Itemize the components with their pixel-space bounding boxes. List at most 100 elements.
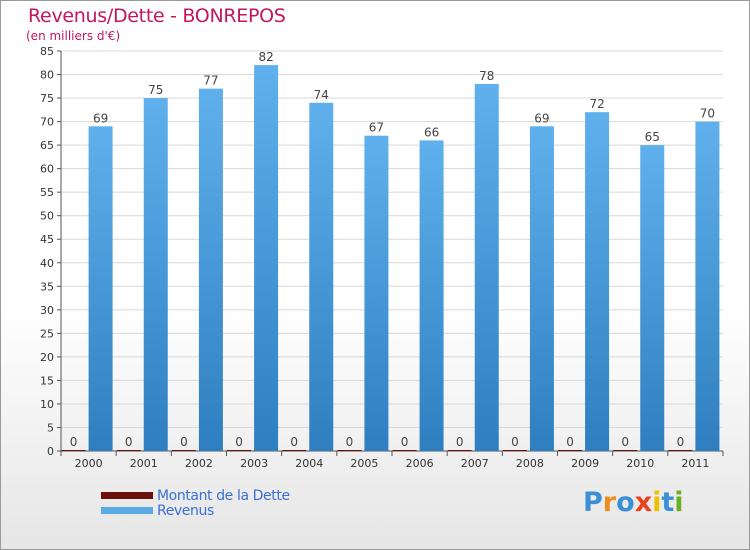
y-tick-label: 55 <box>40 186 54 199</box>
data-label-revenus: 65 <box>645 130 660 144</box>
axis-layer: 0 5 10 15 20 25 30 35 40 45 50 55 60 65 70 75 80 85 2000 20… <box>40 45 724 470</box>
legend-swatch-revenus <box>101 507 153 514</box>
y-tick-label: 60 <box>40 163 54 176</box>
x-tick-label: 2001 <box>130 457 158 470</box>
x-tick-label: 2005 <box>350 457 378 470</box>
y-tick-label: 75 <box>40 92 54 105</box>
x-tick-label: 2002 <box>185 457 213 470</box>
bar-dette <box>282 450 307 451</box>
bar-dette <box>337 450 362 451</box>
y-tick-label: 70 <box>40 116 54 129</box>
data-label-dette: 0 <box>566 435 574 449</box>
y-tick-label: 35 <box>40 280 54 293</box>
data-label-dette: 0 <box>70 435 78 449</box>
data-label-dette: 0 <box>235 435 243 449</box>
x-tick-label: 2000 <box>75 457 103 470</box>
bar-dette <box>61 450 86 451</box>
legend: Montant de la Dette Revenus <box>101 487 290 519</box>
y-tick-label: 10 <box>40 398 54 411</box>
y-tick-label: 65 <box>40 139 54 152</box>
label-layer: 0 69 0 75 0 77 0 82 0 74 0 67 0 66 0 78 0 69 0 72 0 65 0 70 <box>70 50 715 449</box>
bar-dette <box>447 450 472 451</box>
data-label-dette: 0 <box>290 435 298 449</box>
y-tick-label: 80 <box>40 69 54 82</box>
x-tick-label: 2009 <box>571 457 599 470</box>
data-label-revenus: 70 <box>700 107 715 121</box>
bar-layer <box>61 65 720 452</box>
legend-item-dette: Montant de la Dette <box>101 487 290 504</box>
y-tick-label: 50 <box>40 210 54 223</box>
y-tick-label: 5 <box>47 421 54 434</box>
grid-layer <box>61 50 723 452</box>
x-tick-label: 2003 <box>240 457 268 470</box>
data-label-dette: 0 <box>180 435 188 449</box>
logo-letter: i <box>674 487 684 518</box>
data-label-dette: 0 <box>125 435 133 449</box>
bar-revenus <box>585 112 610 452</box>
bar-revenus <box>640 145 665 451</box>
data-label-dette: 0 <box>346 435 354 449</box>
y-tick-label: 30 <box>40 304 54 317</box>
data-label-revenus: 67 <box>369 121 384 135</box>
data-label-revenus: 77 <box>203 74 218 88</box>
bar-revenus <box>309 102 334 451</box>
x-tick-label: 2008 <box>516 457 544 470</box>
logo-letter: o <box>616 487 635 518</box>
data-label-revenus: 75 <box>148 83 163 97</box>
bar-revenus <box>143 98 168 451</box>
bar-revenus <box>364 135 389 452</box>
y-tick-label: 45 <box>40 233 54 246</box>
chart-subtitle: (en milliers d'€) <box>26 29 121 43</box>
y-tick-label: 15 <box>40 374 54 387</box>
logo-letter: r <box>602 487 617 518</box>
data-label-dette: 0 <box>401 435 409 449</box>
bar-dette <box>392 450 417 451</box>
logo-letter: x <box>634 487 653 518</box>
bar-dette <box>502 450 527 451</box>
bar-revenus <box>254 65 279 451</box>
y-tick-label: 40 <box>40 257 54 270</box>
x-tick-label: 2006 <box>406 457 434 470</box>
logo-letter: P <box>583 487 603 518</box>
data-label-revenus: 69 <box>93 111 108 125</box>
proxiti-logo: Proxiti <box>583 487 684 518</box>
bar-dette <box>613 450 638 451</box>
legend-label-dette: Montant de la Dette <box>157 487 290 504</box>
data-label-dette: 0 <box>621 435 629 449</box>
bar-dette <box>668 450 693 451</box>
y-tick-label: 0 <box>47 445 54 458</box>
legend-swatch-dette <box>101 492 153 499</box>
legend-label-revenus: Revenus <box>157 502 214 519</box>
data-label-revenus: 78 <box>479 69 494 83</box>
bar-revenus <box>695 121 720 452</box>
logo-letter: i <box>652 487 662 518</box>
y-tick-label: 85 <box>40 45 54 58</box>
bar-revenus <box>198 88 223 451</box>
legend-item-revenus: Revenus <box>101 502 290 519</box>
data-label-revenus: 74 <box>314 88 329 102</box>
data-label-dette: 0 <box>677 435 685 449</box>
x-tick-label: 2004 <box>295 457 323 470</box>
data-label-dette: 0 <box>511 435 519 449</box>
x-tick-label: 2010 <box>626 457 654 470</box>
bar-revenus <box>88 126 113 451</box>
bar-dette <box>558 450 583 451</box>
x-tick-label: 2007 <box>461 457 489 470</box>
data-label-revenus: 66 <box>424 125 439 139</box>
data-label-dette: 0 <box>456 435 464 449</box>
data-label-revenus: 72 <box>589 97 604 111</box>
data-label-revenus: 82 <box>258 50 273 64</box>
bar-dette <box>171 450 196 451</box>
bar-revenus <box>529 126 554 451</box>
bar-dette <box>116 450 141 451</box>
bar-dette <box>227 450 252 451</box>
y-tick-label: 25 <box>40 327 54 340</box>
bar-revenus <box>474 83 499 452</box>
x-tick-label: 2011 <box>681 457 709 470</box>
data-label-revenus: 69 <box>534 111 549 125</box>
y-tick-label: 20 <box>40 351 54 364</box>
bar-revenus <box>419 140 444 452</box>
chart-title: Revenus/Dette - BONREPOS <box>28 5 286 27</box>
